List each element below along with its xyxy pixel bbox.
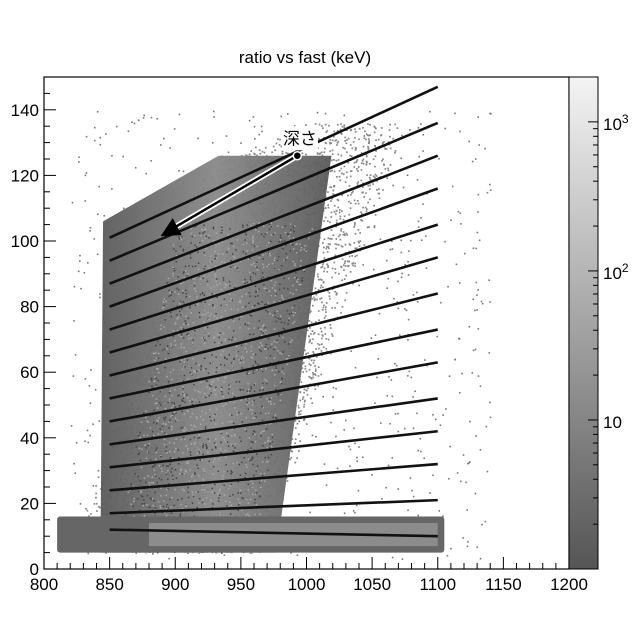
x-tick-label: 1050 (353, 575, 391, 594)
y-tick-label: 60 (20, 363, 39, 382)
depth-label: 深さ (283, 129, 317, 148)
x-tick-label: 1150 (485, 575, 522, 594)
x-tick-label: 950 (227, 575, 255, 594)
x-tick-label: 1000 (288, 575, 326, 594)
colorbar-tick-label: 103 (603, 112, 629, 134)
colorbar-tick-label: 102 (603, 261, 629, 283)
colorbar-tick-label: 10 (603, 413, 622, 432)
y-tick-label: 20 (20, 494, 39, 513)
x-tick-label: 1200 (550, 575, 588, 594)
depth-arrow-start (293, 152, 301, 160)
y-tick-label: 140 (11, 101, 39, 120)
x-tick-label: 850 (95, 575, 123, 594)
x-tick-label: 900 (161, 575, 189, 594)
y-tick-label: 80 (20, 298, 39, 317)
x-tick-label: 1100 (419, 575, 456, 594)
y-tick-label: 120 (11, 166, 39, 185)
y-tick-label: 0 (30, 560, 39, 579)
y-tick-label: 40 (20, 429, 39, 448)
chart-title: ratio vs fast (keV) (239, 48, 371, 67)
colorbar (569, 77, 598, 569)
y-tick-label: 100 (11, 232, 39, 251)
